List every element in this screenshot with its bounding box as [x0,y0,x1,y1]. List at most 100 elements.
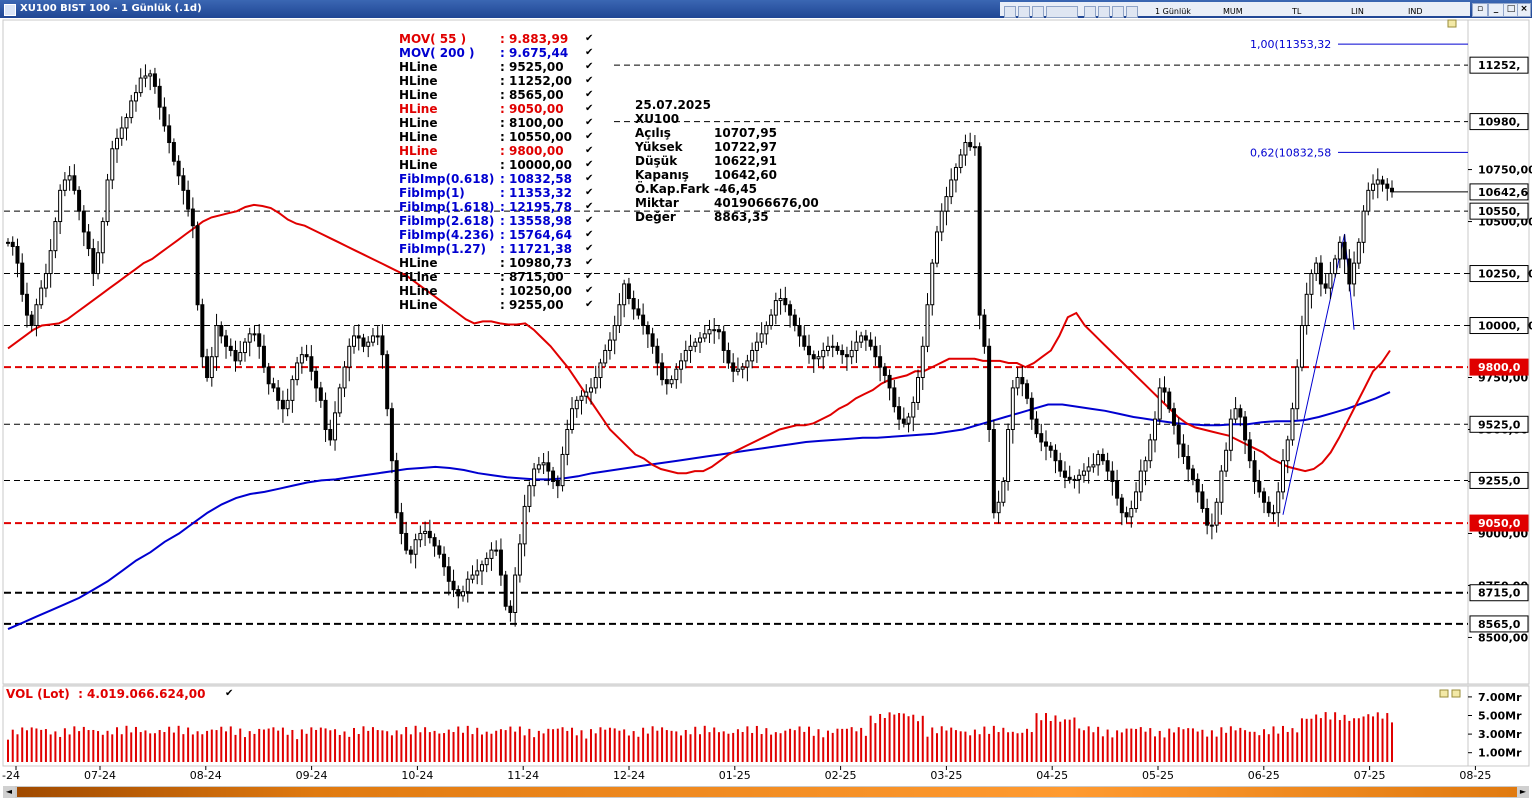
candle-body [693,341,698,347]
visibility-check-icon[interactable]: ✔ [585,201,594,212]
volume-bar [1007,732,1010,762]
legend-value: : 10250,00 [500,284,572,298]
toolbar-icon-5[interactable] [1098,6,1110,18]
legend-row[interactable]: FibImp(2.618): 13558,98 ✔ [399,214,599,228]
interval-selector[interactable]: 1 Günlük [1155,7,1191,16]
visibility-check-icon[interactable]: ✔ [585,271,594,282]
candle-body [1086,466,1091,472]
visibility-check-icon[interactable]: ✔ [585,215,594,226]
candle-body [536,464,541,470]
visibility-check-icon[interactable]: ✔ [585,33,594,44]
candle-body [1280,460,1285,493]
volume-bar [1353,718,1356,762]
candle-body [314,370,319,389]
visibility-check-icon[interactable]: ✔ [585,285,594,296]
visibility-check-icon[interactable]: ✔ [585,89,594,100]
legend-row[interactable]: HLine: 8100,00 ✔ [399,116,599,130]
toolbar-icon-2[interactable] [1018,6,1030,18]
visibility-check-icon[interactable]: ✔ [585,257,594,268]
legend-row[interactable]: FibImp(0.618): 10832,58 ✔ [399,172,599,186]
legend-row[interactable]: MOV( 55 ): 9.883,99 ✔ [399,32,599,46]
volume-bar [665,730,668,762]
legend-row[interactable]: HLine: 10550,00 ✔ [399,130,599,144]
volume-bar [661,727,664,762]
volume-bar [111,734,114,762]
legend-row[interactable]: MOV( 200 ): 9.675,44 ✔ [399,46,599,60]
toolbar-icon-6[interactable] [1112,6,1124,18]
volume-bar [1362,716,1365,762]
visibility-check-icon[interactable]: ✔ [585,229,594,240]
candle-body [1385,183,1390,189]
volume-bar [1168,728,1171,762]
volume-bar [533,737,536,762]
info-key: Değer [635,210,676,224]
candle-body [1015,377,1020,389]
volume-bar [220,726,223,762]
currency-selector[interactable]: TL [1292,7,1302,16]
visibility-check-icon[interactable]: ✔ [585,159,594,170]
legend-name: HLine [399,270,438,284]
restore-icon[interactable]: ▫ [1472,3,1488,17]
visibility-check-icon[interactable]: ✔ [585,187,594,198]
visibility-check-icon[interactable]: ✔ [585,117,594,128]
visibility-check-icon[interactable]: ✔ [585,61,594,72]
candle-body [854,341,859,351]
scroll-right-icon[interactable]: ► [1517,786,1529,798]
visibility-check-icon[interactable]: ✔ [585,75,594,86]
volume-bar [1343,714,1346,762]
visibility-check-icon[interactable]: ✔ [585,299,594,310]
visibility-check-icon[interactable]: ✔ [585,145,594,156]
legend-name: FibImp(1) [399,186,465,200]
last-price-label: 10642,6 [1478,186,1528,199]
panel-separator[interactable] [3,684,1529,686]
visibility-check-icon[interactable]: ✔ [585,47,594,58]
horizontal-scrollbar[interactable]: ◄ ► [3,786,1529,798]
visibility-check-icon[interactable]: ✔ [585,103,594,114]
visibility-check-icon[interactable]: ✔ [585,173,594,184]
legend-row[interactable]: HLine: 10000,00 ✔ [399,158,599,172]
legend-row[interactable]: HLine: 8565,00 ✔ [399,88,599,102]
legend-row[interactable]: HLine: 10980,73 ✔ [399,256,599,270]
legend-row[interactable]: FibImp(4.236): 15764,64 ✔ [399,228,599,242]
legend-value: : 9.883,99 [500,32,569,46]
legend-row[interactable]: FibImp(1.618): 12195,78 ✔ [399,200,599,214]
volume-bar [1334,712,1337,762]
scroll-thumb[interactable] [17,787,1517,797]
visibility-check-icon[interactable]: ✔ [585,131,594,142]
indicator-selector[interactable]: IND [1408,7,1423,16]
legend-row[interactable]: FibImp(1.27): 11721,38 ✔ [399,242,599,256]
candle-body [574,399,579,410]
toolbar-icon-3[interactable] [1032,6,1044,18]
candle-body [1262,491,1267,503]
info-row: Miktar 4019066676,00 [635,196,835,210]
legend-row[interactable]: FibImp(1): 11353,32 ✔ [399,186,599,200]
toolbar-icon-1[interactable] [1004,6,1016,18]
legend-row[interactable]: HLine: 9525,00 ✔ [399,60,599,74]
toolbar-icon-4[interactable] [1084,6,1096,18]
visibility-check-icon[interactable]: ✔ [585,243,594,254]
volume-bar [243,737,246,762]
chart-type-selector[interactable]: MUM [1223,7,1243,16]
candle-body [996,501,1001,514]
toolbar-icon-7[interactable] [1126,6,1138,18]
volume-bar [419,732,422,762]
volume-bar [1035,713,1038,762]
scale-selector[interactable]: LIN [1351,7,1364,16]
info-row: Düşük 10622,91 [635,154,835,168]
legend-row[interactable]: HLine: 8715,00 ✔ [399,270,599,284]
candle-body [674,368,679,381]
volume-bar [1002,727,1005,762]
candle-body [470,574,475,580]
toolbar-format-icon[interactable] [1046,6,1078,18]
info-row: XU100 [635,112,835,126]
candle-body [186,189,191,210]
close-icon[interactable]: × [1517,3,1531,17]
legend-row[interactable]: HLine: 9800,00 ✔ [399,144,599,158]
candle-body [1010,387,1015,430]
scroll-left-icon[interactable]: ◄ [3,786,15,798]
legend-row[interactable]: HLine: 10250,00 ✔ [399,284,599,298]
legend-row[interactable]: HLine: 11252,00 ✔ [399,74,599,88]
legend-row[interactable]: HLine: 9255,00 ✔ [399,298,599,312]
volume-bar [1026,728,1029,762]
legend-row[interactable]: HLine: 9050,00 ✔ [399,102,599,116]
